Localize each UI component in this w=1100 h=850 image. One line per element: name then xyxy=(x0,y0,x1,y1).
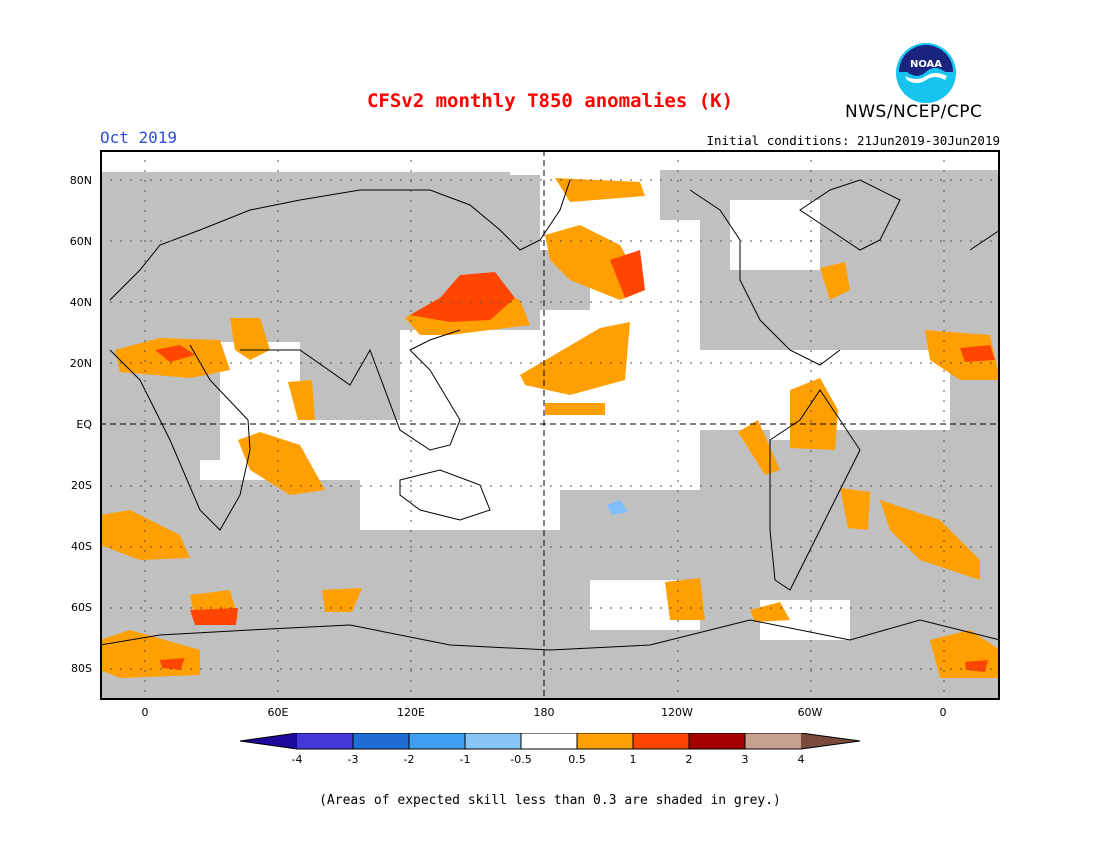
color-bar-bin-0 xyxy=(240,733,297,749)
color-bar-bin-7 xyxy=(633,733,689,749)
footnote: (Areas of expected skill less than 0.3 a… xyxy=(319,793,781,808)
lon-label-120e: 120E xyxy=(397,706,425,719)
color-bar-label: -2 xyxy=(403,753,415,766)
color-bar-label: -0.5 xyxy=(510,753,532,766)
color-bar-bin-8 xyxy=(689,733,745,749)
lon-label-0-east: 0 xyxy=(939,706,947,719)
lon-label-0-west: 0 xyxy=(141,706,149,719)
color-bar-label: -1 xyxy=(459,753,471,766)
lat-label-80n: 80N xyxy=(69,174,92,187)
warm-anomaly-orange xyxy=(100,178,1000,678)
noaa-logo: NOAA xyxy=(896,43,956,103)
lon-label-120w: 120W xyxy=(661,706,693,719)
color-bar-label: -3 xyxy=(347,753,359,766)
warm-anomaly-red xyxy=(155,250,995,672)
color-bar-label: 1 xyxy=(629,753,637,766)
lat-label-20s: 20S xyxy=(71,479,92,492)
color-bar-label: 0.5 xyxy=(568,753,586,766)
lat-label-60s: 60S xyxy=(71,601,92,614)
lat-label-40s: 40S xyxy=(71,540,92,553)
svg-text:NOAA: NOAA xyxy=(910,59,942,70)
color-bar-bin-9 xyxy=(745,733,801,749)
color-bar-bin-1 xyxy=(297,733,353,749)
forecast-month: Oct 2019 xyxy=(100,128,178,147)
initial-conditions: Initial conditions: 21Jun2019-30Jun2019 xyxy=(706,133,1001,148)
color-bar-bin-3 xyxy=(409,733,465,749)
lon-label-60w: 60W xyxy=(797,706,823,719)
lat-label-80s: 80S xyxy=(71,662,92,675)
lon-label-60e: 60E xyxy=(267,706,289,719)
gridlines xyxy=(100,150,1000,700)
coastlines xyxy=(100,179,1000,651)
color-bar xyxy=(240,733,861,750)
lat-label-40n: 40N xyxy=(69,296,92,309)
chart-title: CFSv2 monthly T850 anomalies (K) xyxy=(366,90,734,112)
color-bar-label: 2 xyxy=(685,753,693,766)
color-bar-bin-4 xyxy=(465,733,521,749)
color-bar-label: -4 xyxy=(291,753,303,766)
color-bar-bin-5 xyxy=(521,733,577,749)
color-bar-label: 3 xyxy=(741,753,749,766)
color-bar-label: 4 xyxy=(797,753,805,766)
lon-label-180: 180 xyxy=(533,706,555,719)
agency-label: NWS/NCEP/CPC xyxy=(845,102,983,122)
lat-label-20n: 20N xyxy=(69,357,92,370)
color-bar-bin-10 xyxy=(801,733,860,749)
color-bar-bin-6 xyxy=(577,733,633,749)
color-bar-bin-2 xyxy=(353,733,409,749)
lat-label-eq: EQ xyxy=(76,418,92,431)
cool-anomaly-blue xyxy=(607,500,628,515)
world-map xyxy=(100,150,1000,700)
lat-label-60n: 60N xyxy=(69,235,92,248)
